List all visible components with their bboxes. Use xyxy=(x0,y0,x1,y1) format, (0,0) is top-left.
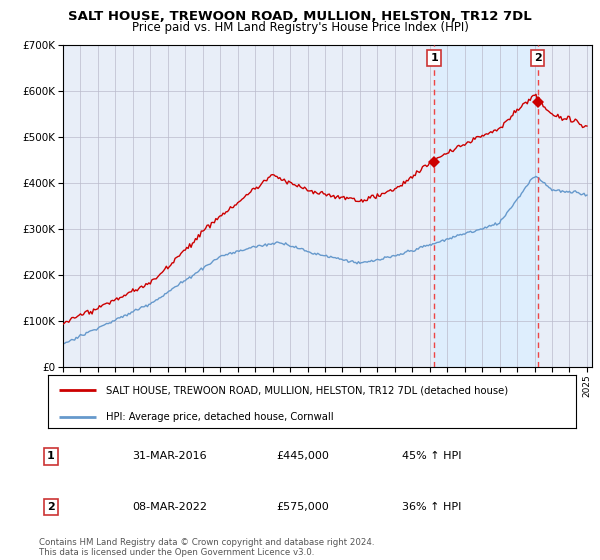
Text: Price paid vs. HM Land Registry's House Price Index (HPI): Price paid vs. HM Land Registry's House … xyxy=(131,21,469,34)
Text: 1: 1 xyxy=(430,53,438,63)
Text: 45% ↑ HPI: 45% ↑ HPI xyxy=(402,451,461,461)
Text: SALT HOUSE, TREWOON ROAD, MULLION, HELSTON, TR12 7DL (detached house): SALT HOUSE, TREWOON ROAD, MULLION, HELST… xyxy=(106,385,508,395)
Text: 36% ↑ HPI: 36% ↑ HPI xyxy=(402,502,461,512)
Text: 08-MAR-2022: 08-MAR-2022 xyxy=(132,502,207,512)
Text: £575,000: £575,000 xyxy=(276,502,329,512)
Text: 1: 1 xyxy=(47,451,55,461)
Text: HPI: Average price, detached house, Cornwall: HPI: Average price, detached house, Corn… xyxy=(106,412,334,422)
Text: Contains HM Land Registry data © Crown copyright and database right 2024.
This d: Contains HM Land Registry data © Crown c… xyxy=(39,538,374,557)
Text: 2: 2 xyxy=(47,502,55,512)
Bar xyxy=(434,45,538,367)
Text: £445,000: £445,000 xyxy=(276,451,329,461)
Text: 2: 2 xyxy=(534,53,542,63)
Text: 31-MAR-2016: 31-MAR-2016 xyxy=(132,451,206,461)
Text: SALT HOUSE, TREWOON ROAD, MULLION, HELSTON, TR12 7DL: SALT HOUSE, TREWOON ROAD, MULLION, HELST… xyxy=(68,10,532,22)
